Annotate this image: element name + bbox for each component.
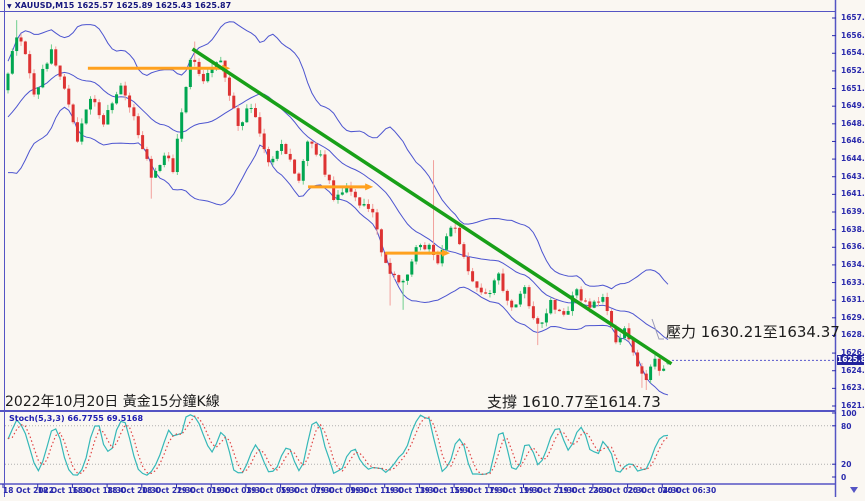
time-axis-label: 19 Oct 15:30	[419, 486, 474, 495]
time-axis-label: 19 Oct 05:30	[245, 486, 300, 495]
time-axis-label: 20 Oct 06:30	[662, 486, 717, 495]
price-axis-label: 1639.75	[841, 206, 865, 216]
price-axis-label: 1623.25	[841, 383, 865, 393]
time-axis-label: 18 Oct 20:30	[107, 486, 162, 495]
time-axis-label: 18 Oct 16:30	[37, 486, 92, 495]
collapse-triangle-icon[interactable]: ▼	[7, 3, 12, 10]
date-annotation[interactable]: 2022年10月20日 黃金15分鐘K線	[5, 394, 220, 410]
time-axis-label: 20 Oct 04:30	[627, 486, 682, 495]
price-axis-label: 1643.05	[841, 171, 865, 181]
time-axis-label: 20 Oct 02:30	[592, 486, 647, 495]
price-axis-label: 1641.40	[841, 189, 865, 199]
time-axis-label: 19 Oct 19:30	[488, 486, 543, 495]
price-axis-label: 1651.30	[841, 83, 865, 93]
price-axis-label: 1654.60	[841, 48, 865, 58]
time-axis-label: 19 Oct 03:30	[211, 486, 266, 495]
price-axis-label: 1628.20	[841, 330, 865, 340]
time-axis-label: 18 Oct 2022	[3, 486, 54, 495]
price-axis-label: 1649.65	[841, 101, 865, 111]
time-axis-label: 18 Oct 22:30	[141, 486, 196, 495]
time-axis-label: 19 Oct 07:30	[280, 486, 335, 495]
time-axis-label: 19 Oct 23:30	[558, 486, 613, 495]
stochastic-scale-label: 100	[841, 409, 857, 418]
time-axis-label: 19 Oct 13:30	[384, 486, 439, 495]
price-axis-label: 1633.15	[841, 277, 865, 287]
price-axis-label: 1657.90	[841, 13, 865, 22]
candles-group	[6, 20, 670, 390]
price-axis-label: 1656.25	[841, 30, 865, 40]
price-axis-label: 1652.95	[841, 65, 865, 75]
price-axis-label: 1648.00	[841, 118, 865, 128]
stochastic-layer	[5, 414, 835, 476]
symbol-bar: ▼ XAUUSD,M15 1625.57 1625.89 1625.43 1625…	[7, 1, 231, 10]
time-axis-label: 19 Oct 09:30	[315, 486, 370, 495]
price-axis-label: 1631.50	[841, 295, 865, 305]
price-axis-label: 1636.45	[841, 242, 865, 252]
price-axis-label: 1634.80	[841, 259, 865, 269]
support-annotation[interactable]: 支撐 1610.77至1614.73	[487, 393, 661, 411]
current-price-tag: 1625.87	[837, 355, 865, 366]
scroll-to-end-marker[interactable]	[850, 487, 858, 493]
price-axis-label: 1626.55	[841, 348, 865, 358]
stochastic-indicator-label: Stoch(5,3,3) 66.7755 69.5168	[9, 414, 144, 423]
time-axis-label: 19 Oct 17:30	[454, 486, 509, 495]
stochastic-scale-label: 0	[841, 473, 847, 482]
time-axis-label: 19 Oct 01:30	[176, 486, 231, 495]
stochastic-scale-label: 80	[841, 421, 852, 431]
price-axis-label: 1638.10	[841, 224, 865, 234]
time-axis-label: 18 Oct 18:30	[72, 486, 127, 495]
price-axis-label: 1646.35	[841, 136, 865, 146]
price-axis-label: 1629.85	[841, 312, 865, 322]
symbol-ohlc-text: XAUUSD,M15 1625.57 1625.89 1625.43 1625.…	[14, 1, 232, 10]
time-axis-label: 19 Oct 11:30	[350, 486, 404, 495]
resistance-annotation[interactable]: 壓力 1630.21至1634.37	[666, 323, 840, 341]
price-axis-label: 1621.60	[841, 400, 865, 410]
price-axis-label: 1644.70	[841, 154, 865, 164]
stochastic-scale-label: 20	[841, 460, 852, 470]
price-axis-label: 1624.90	[841, 365, 865, 375]
main-chart-layer	[6, 20, 835, 396]
time-axis-label: 19 Oct 21:30	[523, 486, 578, 495]
trendline[interactable]	[191, 47, 673, 366]
